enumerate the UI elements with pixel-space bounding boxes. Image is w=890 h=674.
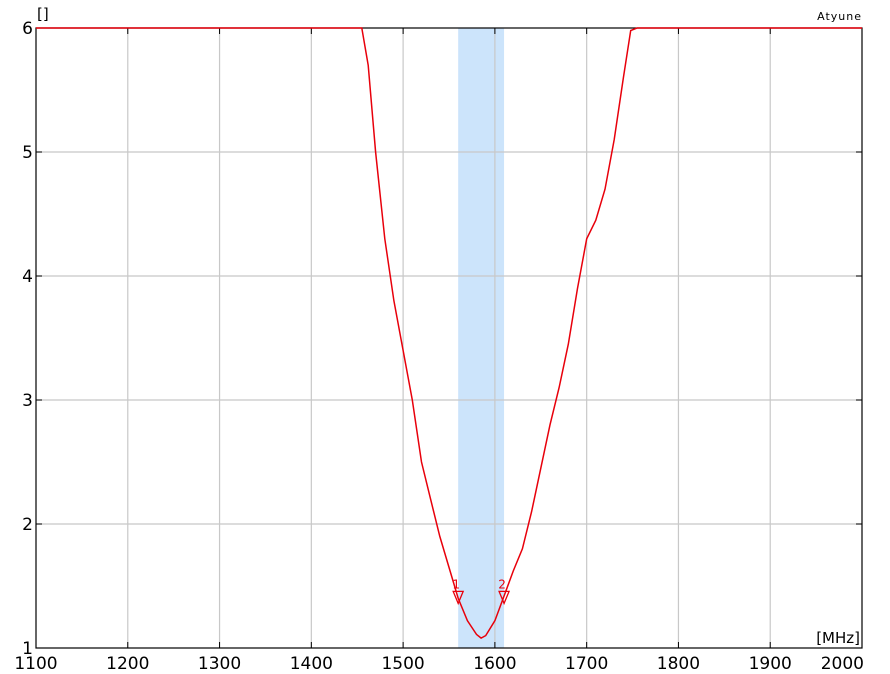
- x-unit-label: [MHz]: [816, 629, 860, 647]
- chart-title: Atyune: [817, 10, 862, 23]
- y-tick-label: 2: [22, 515, 33, 535]
- x-tick-labels: 1100 1200 1300 1400 1500 1600 1700 1800 1900 2000: [14, 654, 864, 674]
- y-tick-labels: 1 2 3 4 5 6: [22, 19, 33, 659]
- y-tick-label: 4: [22, 267, 33, 287]
- series-line: [36, 27, 862, 639]
- x-tick-label: 1100: [14, 654, 57, 674]
- grid-lines: [36, 28, 862, 648]
- y-tick-label: 3: [22, 391, 33, 411]
- y-tick-label: 1: [22, 639, 33, 659]
- x-tick-label: 1300: [198, 654, 241, 674]
- x-tick-label: 1700: [565, 654, 608, 674]
- y-tick-label: 6: [22, 19, 33, 39]
- frequency-band-highlight: [458, 28, 505, 648]
- y-tick-label: 5: [22, 143, 33, 163]
- y-unit-label: []: [37, 5, 49, 23]
- marker-2-triangle: [498, 590, 511, 606]
- x-tick-label: 1800: [657, 654, 700, 674]
- x-tick-label: 1900: [749, 654, 792, 674]
- x-tick-label: 1600: [473, 654, 516, 674]
- x-tick-label: 1200: [106, 654, 149, 674]
- marker-1-label: 1: [452, 577, 460, 591]
- x-tick-label: 1400: [290, 654, 333, 674]
- x-tick-label: 2000: [821, 654, 864, 674]
- x-tick-label: 1500: [381, 654, 424, 674]
- marker-1-triangle: [452, 590, 465, 606]
- marker-2-label: 2: [498, 577, 506, 591]
- plot-frame: [35, 27, 863, 649]
